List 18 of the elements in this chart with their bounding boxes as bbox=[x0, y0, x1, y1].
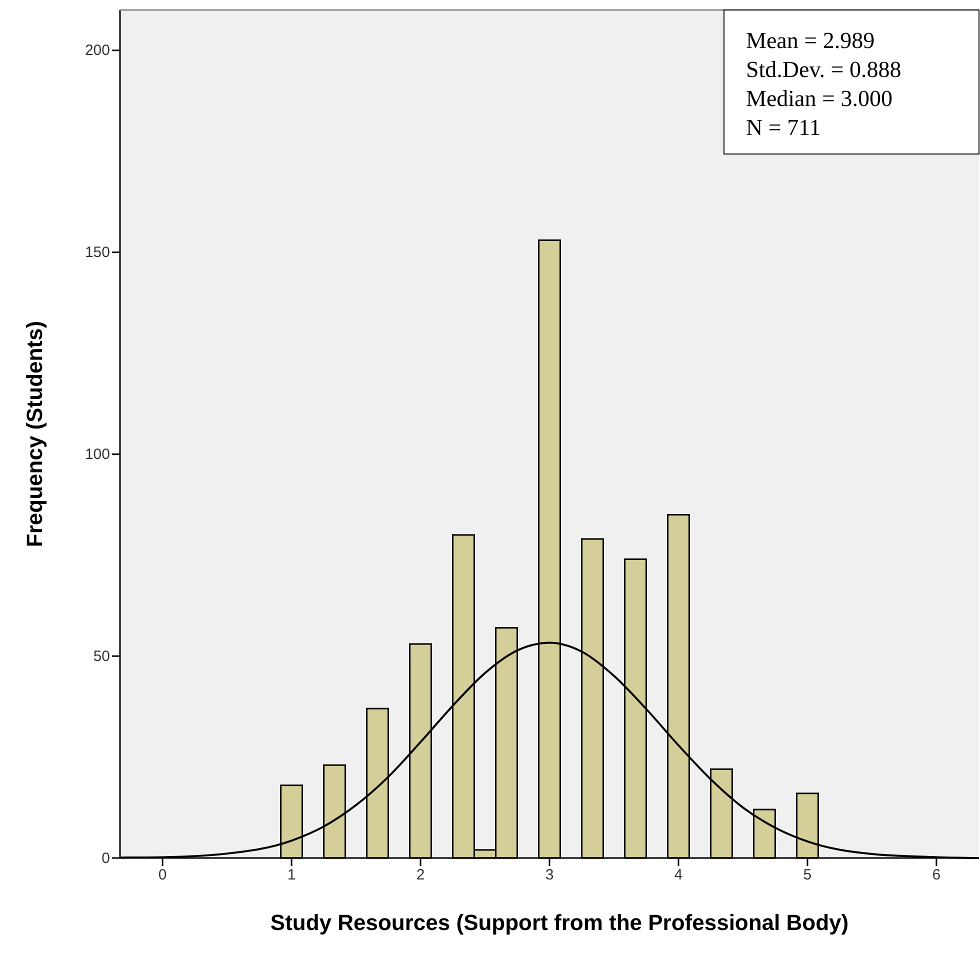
x-tick-label: 6 bbox=[932, 866, 941, 884]
annotation: Std.Dev. = 0.888 bbox=[746, 57, 902, 82]
y-tick-label: 100 bbox=[84, 446, 110, 463]
x-tick-label: 2 bbox=[416, 866, 425, 884]
y-tick-label: 0 bbox=[102, 850, 110, 867]
x-tick-label: 3 bbox=[545, 866, 554, 884]
x-tick-label: 5 bbox=[803, 866, 812, 884]
y-tick-label: 200 bbox=[84, 42, 110, 60]
x-axis-title: Study Resources (Support from the Professional Body) bbox=[270, 910, 849, 935]
annotation: Median = 3.000 bbox=[746, 86, 892, 111]
y-axis-title: Frequency (Students) bbox=[22, 320, 47, 548]
y-tick-label: 150 bbox=[84, 244, 110, 262]
x-tick-label: 1 bbox=[287, 866, 296, 884]
y-tick-label: 50 bbox=[93, 648, 110, 665]
x-tick-label: 4 bbox=[674, 866, 683, 884]
annotation: Mean = 2.989 bbox=[746, 28, 875, 53]
x-tick-label: 0 bbox=[158, 866, 167, 884]
annotation: N = 711 bbox=[746, 115, 821, 140]
